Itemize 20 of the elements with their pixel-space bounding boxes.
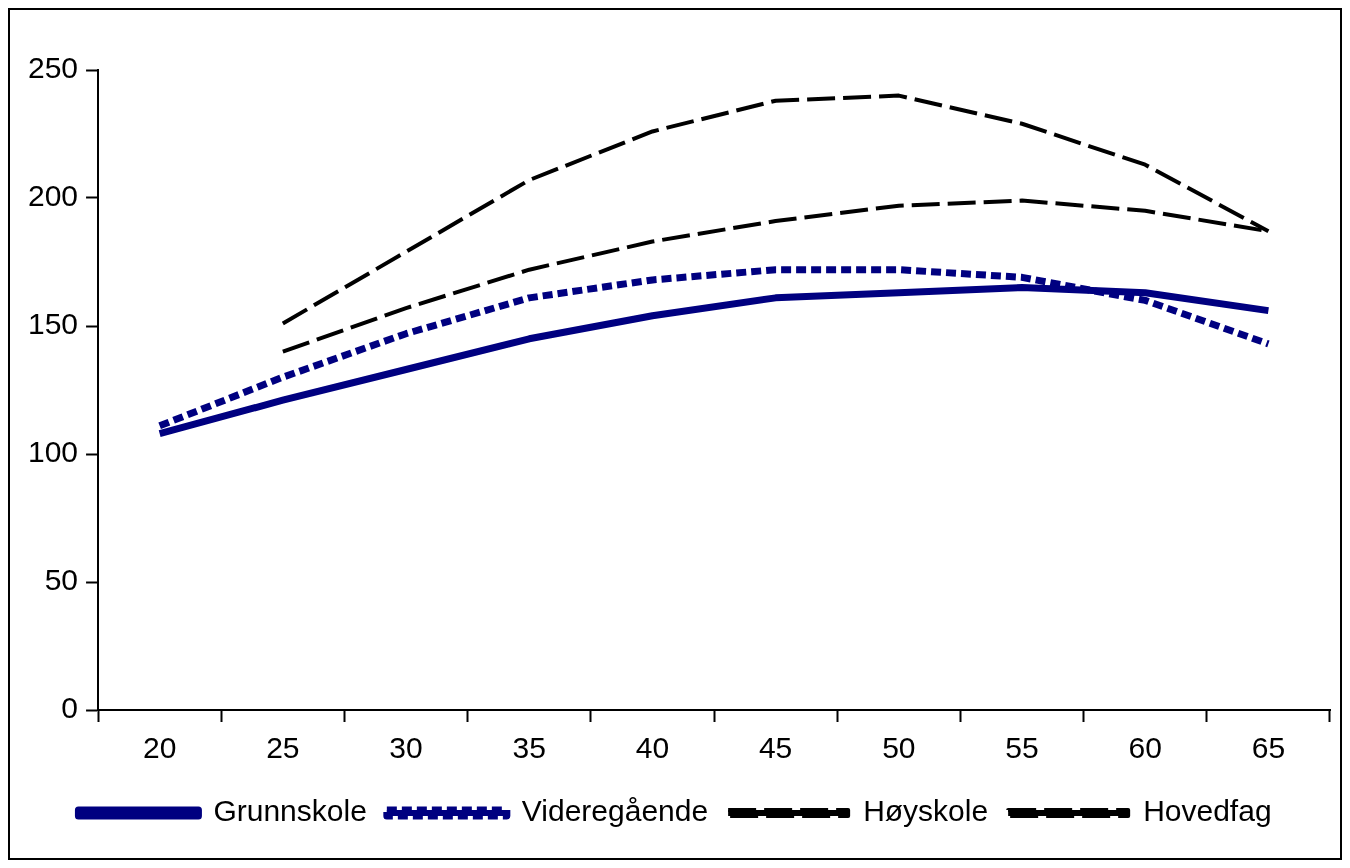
x-tick-label: 40: [635, 731, 670, 765]
x-tick-label: 30: [389, 731, 423, 765]
x-tick-label: 65: [1251, 731, 1286, 765]
x-tick-label: 55: [1005, 731, 1039, 765]
legend-label: Hovedfag: [1143, 794, 1272, 828]
x-tick-label: 20: [142, 731, 177, 765]
y-tick-label: 150: [27, 307, 79, 341]
y-tick-label: 200: [27, 179, 79, 213]
y-tick-label: 50: [44, 563, 79, 597]
x-tick-label: 45: [758, 731, 793, 765]
x-tick-label: 35: [512, 731, 546, 765]
y-tick-label: 250: [27, 51, 79, 85]
legend-label: Grunnskole: [213, 794, 367, 828]
y-tick-label: 0: [61, 691, 79, 725]
x-tick-label: 60: [1128, 731, 1162, 765]
legend-label: Høyskole: [863, 794, 989, 828]
y-tick-label: 100: [27, 435, 79, 469]
x-tick-label: 50: [882, 731, 916, 765]
x-tick-label: 25: [266, 731, 300, 765]
legend-label: Videregående: [521, 794, 709, 828]
